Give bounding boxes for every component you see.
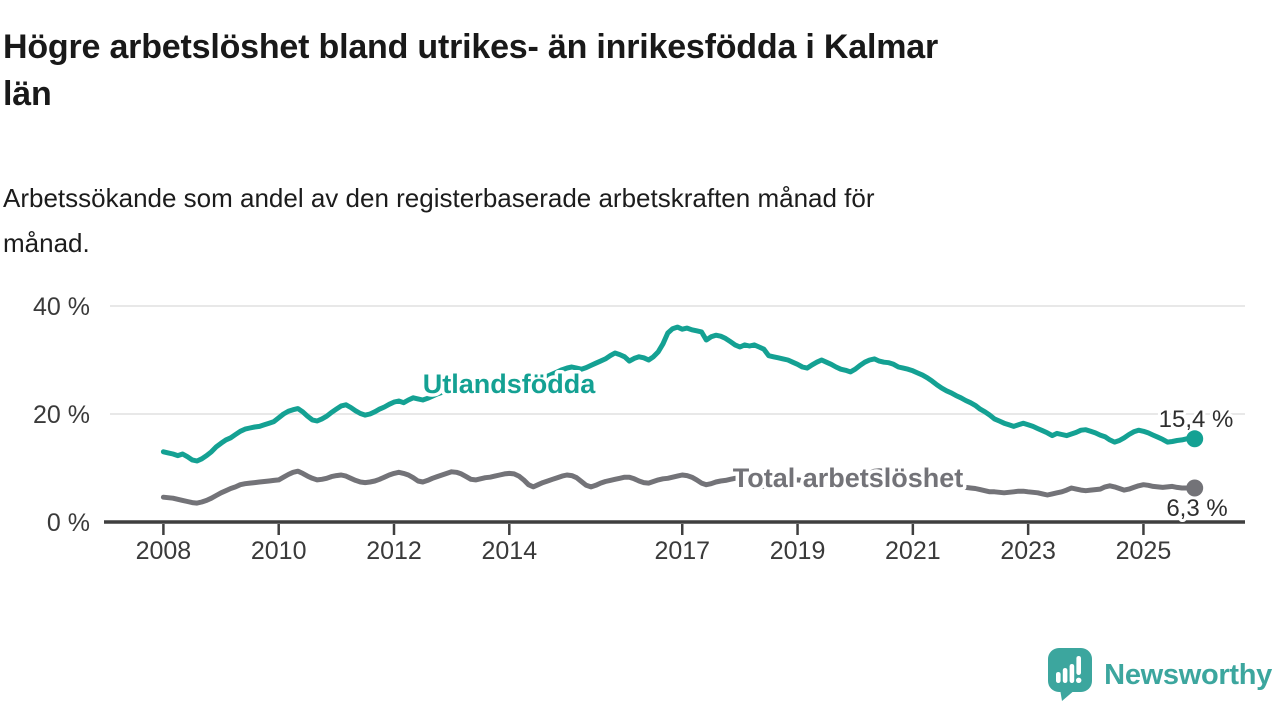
y-axis-label: 20 % bbox=[33, 401, 90, 429]
series-line-0 bbox=[160, 324, 1190, 464]
x-axis-label: 2017 bbox=[654, 537, 710, 565]
subtitle-line-1: Arbetssökande som andel av den registerb… bbox=[3, 183, 875, 213]
brand-footer: Newsworthy bbox=[1046, 648, 1272, 702]
y-axis-label: 0 % bbox=[47, 509, 90, 537]
chart-header: Högre arbetslöshet bland utrikes- än inr… bbox=[3, 24, 1253, 258]
title-line-2: län bbox=[3, 75, 52, 113]
series-inline-label: Utlandsfödda bbox=[423, 369, 596, 399]
series-line-1 bbox=[160, 468, 1190, 506]
page-title: Högre arbetslöshet bland utrikes- än inr… bbox=[3, 24, 1253, 118]
x-axis-label: 2023 bbox=[1000, 537, 1056, 565]
x-axis-label: 2021 bbox=[885, 537, 941, 565]
x-axis-label: 2008 bbox=[136, 537, 192, 565]
newsworthy-logo-icon bbox=[1048, 648, 1093, 701]
series-inline-label: Total arbetslöshet bbox=[733, 463, 964, 493]
subtitle-line-2: månad. bbox=[3, 228, 90, 258]
x-axis-label: 2019 bbox=[770, 537, 826, 565]
x-axis-label: 2012 bbox=[366, 537, 422, 565]
series-end-dot bbox=[1186, 430, 1204, 448]
unemployment-line-chart: Utlandsfödda 15,4 % Total arbetslöshet 6,3 … bbox=[33, 293, 1245, 565]
series-end-dot bbox=[1186, 479, 1204, 497]
series-end-value-label: 15,4 % bbox=[1159, 406, 1234, 433]
y-axis-label: 40 % bbox=[33, 293, 90, 321]
x-axis-label: 2014 bbox=[481, 537, 537, 565]
brand-name: Newsworthy bbox=[1104, 658, 1272, 691]
chart-subtitle: Arbetssökande som andel av den registerb… bbox=[3, 176, 1233, 266]
x-axis-label: 2010 bbox=[251, 537, 307, 565]
title-line-1: Högre arbetslöshet bland utrikes- än inr… bbox=[3, 28, 938, 66]
series-end-value-label: 6,3 % bbox=[1166, 495, 1227, 522]
x-axis-label: 2025 bbox=[1116, 537, 1172, 565]
